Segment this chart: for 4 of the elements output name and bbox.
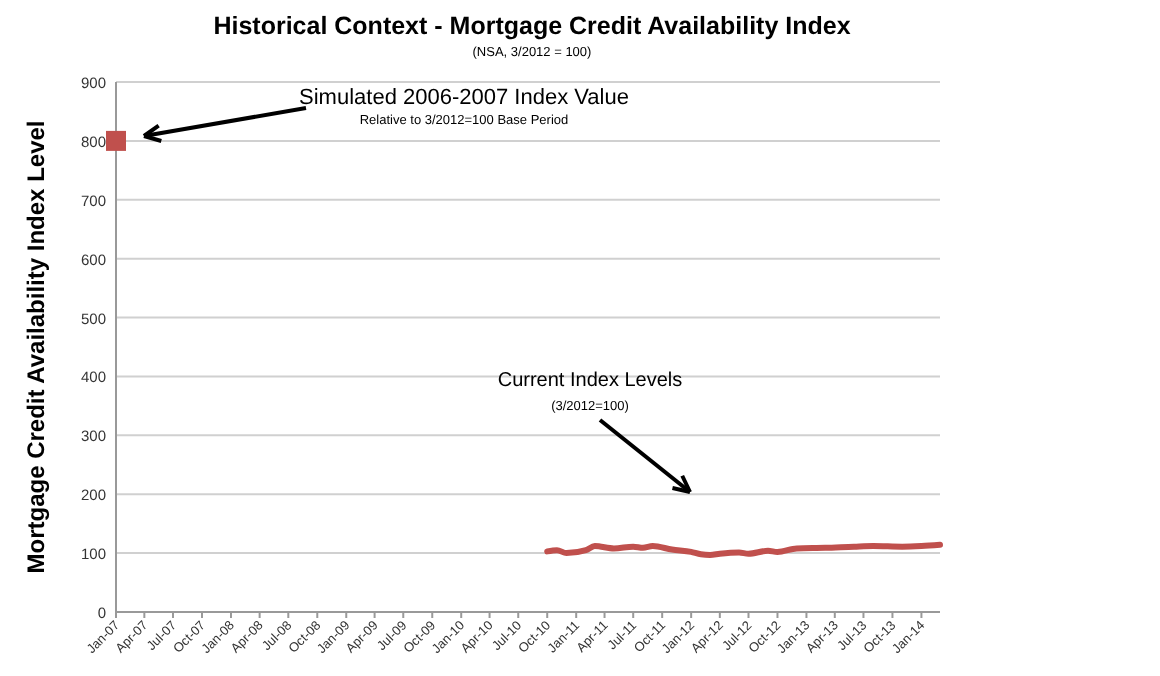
- annotation: Current Index Levels: [497, 370, 683, 392]
- chart-title: Historical Context - Mortgage Credit Availability Index: [213, 12, 851, 40]
- annotation: Simulated 2006-2007 Index Value: [299, 86, 629, 110]
- y-axis-title: Mortgage Credit Availability Index Level: [22, 120, 50, 574]
